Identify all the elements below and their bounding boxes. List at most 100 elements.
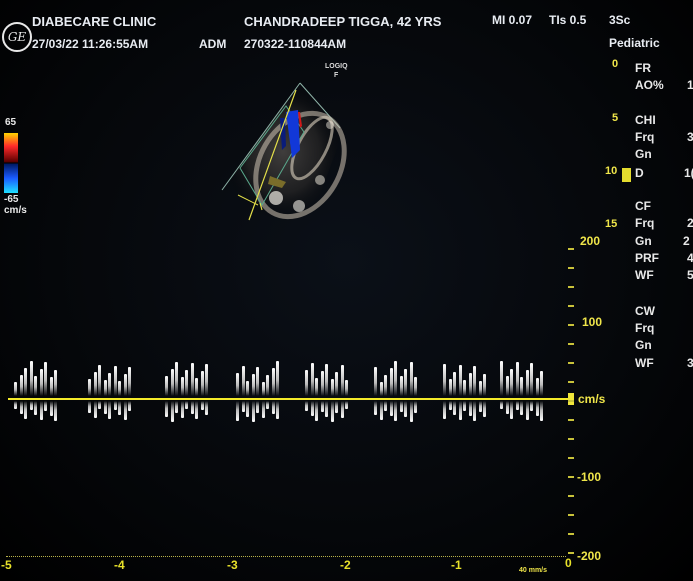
logiq-brand: LOGIQ — [325, 63, 348, 70]
spectral-line — [321, 371, 324, 396]
probe-label: 3Sc — [609, 13, 631, 27]
spectral-line — [40, 401, 43, 420]
param-d-value: 1( — [684, 166, 693, 180]
spectral-line — [272, 401, 275, 414]
spectral-line — [40, 369, 43, 396]
spectral-line — [205, 401, 208, 415]
spectral-line — [276, 401, 279, 419]
spectral-line — [104, 380, 107, 396]
spectral-line — [516, 401, 519, 410]
spectral-line — [374, 367, 377, 396]
spectral-line — [191, 401, 194, 414]
spectral-line — [195, 401, 198, 419]
param-ao-value: 1 — [687, 78, 693, 92]
spectral-line — [394, 361, 397, 396]
spectral-line — [400, 401, 403, 412]
spectral-line — [266, 375, 269, 396]
spectral-line — [469, 373, 472, 396]
clinic-name: DIABECARE CLINIC — [32, 14, 157, 29]
spectral-line — [171, 401, 174, 422]
mechanical-index: MI 0.07 — [492, 13, 533, 27]
spectral-line — [384, 401, 387, 411]
spectral-line — [50, 401, 53, 416]
spectral-line — [185, 401, 188, 409]
velocity-minor-tick — [568, 324, 574, 326]
spectral-line — [54, 370, 57, 396]
spectral-line — [404, 401, 407, 417]
velocity-tick-neg100: -100 — [577, 470, 602, 484]
spectral-line — [256, 401, 259, 413]
spectral-line — [414, 377, 417, 396]
color-scale-unit: cm/s — [4, 205, 27, 216]
exam-datetime: 27/03/22 11:26:55AM — [32, 37, 149, 51]
spectral-line — [510, 401, 513, 419]
velocity-minor-tick — [568, 533, 574, 535]
param-cw-wf-label: WF — [635, 356, 654, 370]
spectral-line — [384, 375, 387, 396]
param-d-label: D — [635, 166, 644, 180]
param-cf-wf-label: WF — [635, 268, 654, 282]
spectral-line — [526, 401, 529, 420]
velocity-minor-tick — [568, 514, 574, 516]
spectral-line — [331, 401, 334, 422]
spectral-line — [459, 365, 462, 396]
spectral-line — [520, 377, 523, 396]
spectral-line — [181, 377, 184, 396]
depth-mark-5: 5 — [612, 112, 619, 124]
spectral-line — [128, 367, 131, 396]
param-cw-label: CW — [635, 304, 655, 318]
time-tick-neg3: -3 — [227, 558, 238, 572]
spectral-line — [246, 381, 249, 396]
thermal-index: TIs 0.5 — [549, 13, 587, 27]
spectral-line — [510, 369, 513, 396]
spectral-line — [331, 379, 334, 396]
spectral-line — [410, 362, 413, 396]
spectral-line — [473, 366, 476, 396]
color-velocity-bar — [4, 133, 18, 193]
spectral-line — [540, 401, 543, 421]
spectral-line — [341, 365, 344, 396]
spectral-line — [171, 369, 174, 396]
spectral-line — [540, 371, 543, 396]
spectral-line — [246, 401, 249, 417]
param-prf-value: 4 — [687, 251, 693, 265]
spectral-line — [536, 378, 539, 396]
operator-label: ADM — [199, 37, 227, 51]
patient-info: CHANDRADEEP TIGGA, 42 YRS — [244, 14, 442, 29]
spectral-line — [124, 401, 127, 420]
spectral-line — [463, 401, 466, 411]
spectral-line — [443, 401, 446, 419]
spectral-line — [181, 401, 184, 418]
spectral-line — [526, 370, 529, 396]
spectral-line — [94, 372, 97, 396]
velocity-unit-label: cm/s — [578, 392, 606, 406]
velocity-minor-tick — [568, 476, 574, 478]
param-chi-frq-label: Frq — [635, 130, 655, 144]
velocity-minor-tick — [568, 552, 574, 554]
spectral-line — [256, 367, 259, 396]
spectral-line — [165, 401, 168, 417]
spectral-line — [341, 401, 344, 418]
spectral-line — [114, 366, 117, 396]
spectral-line — [124, 374, 127, 396]
spectral-line — [390, 368, 393, 396]
ge-logo-icon: GE — [2, 22, 32, 52]
exam-id: 270322-110844AM — [244, 37, 347, 51]
spectral-line — [272, 368, 275, 396]
param-chi-frq-value: 3 — [687, 130, 693, 144]
spectral-line — [479, 401, 482, 412]
spectral-line — [374, 401, 377, 415]
spectral-line — [449, 401, 452, 410]
sweep-speed: 40 mm/s — [519, 567, 548, 574]
param-ao-label: AO% — [635, 78, 664, 92]
spectral-line — [44, 362, 47, 396]
velocity-minor-tick — [568, 362, 574, 364]
spectral-line — [252, 374, 255, 396]
spectral-line — [325, 401, 328, 417]
spectral-line — [50, 377, 53, 396]
spectral-line — [114, 401, 117, 410]
velocity-minor-tick — [568, 248, 574, 250]
spectral-line — [175, 362, 178, 396]
spectral-line — [242, 366, 245, 396]
spectral-line — [266, 401, 269, 409]
